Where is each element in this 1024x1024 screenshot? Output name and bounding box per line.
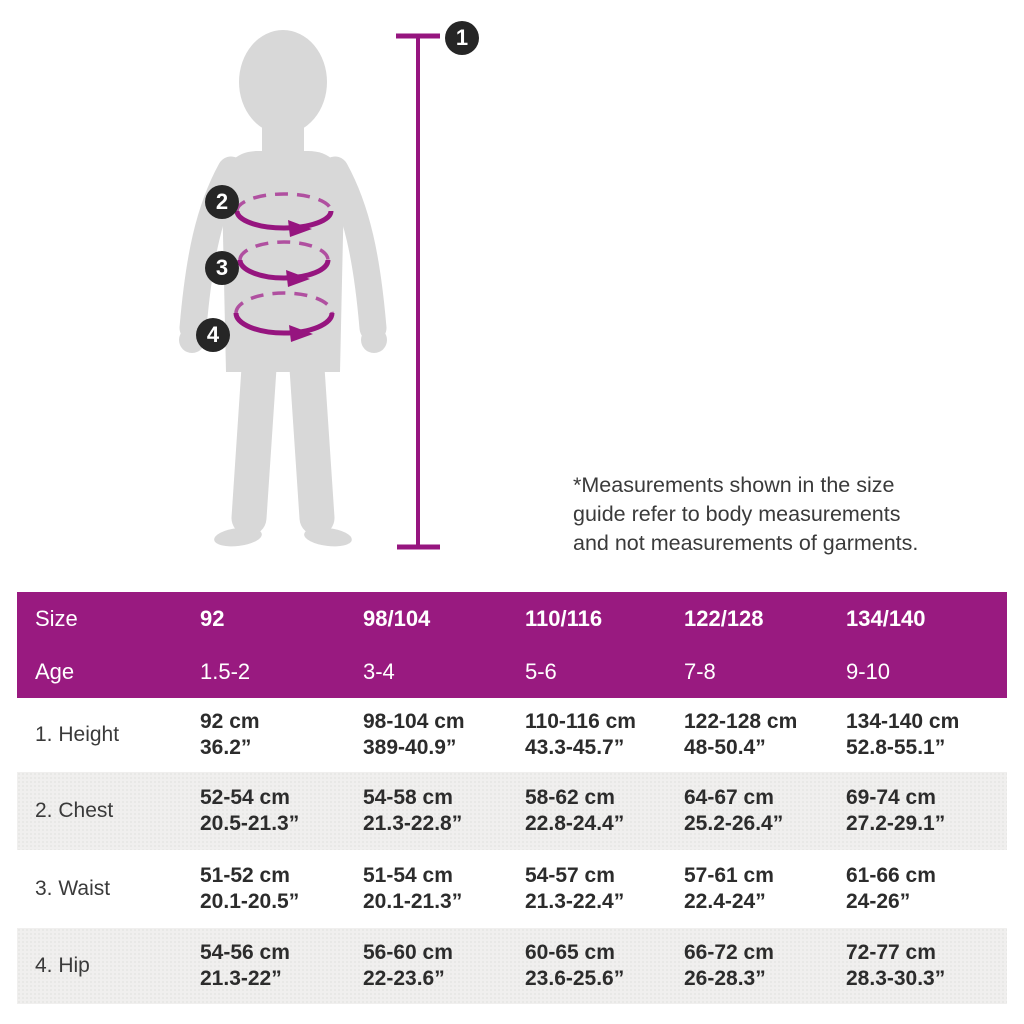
measurement-cell: 57-61 cm 22.4-24” bbox=[684, 863, 846, 915]
inch-value: 22.4-24” bbox=[684, 890, 766, 913]
measurement-diagram-graphic bbox=[179, 30, 440, 550]
age-value: 5-6 bbox=[525, 658, 557, 684]
inch-value: 48-50.4” bbox=[684, 736, 766, 759]
chest-measure-band bbox=[234, 192, 334, 237]
cm-value: 60-65 cm bbox=[525, 941, 615, 964]
cm-value: 54-57 cm bbox=[525, 864, 615, 887]
measurement-cell: 98-104 cm 389-40.9” bbox=[363, 709, 525, 761]
cm-value: 98-104 cm bbox=[363, 710, 465, 733]
inch-value: 21.3-22” bbox=[200, 967, 282, 990]
measurement-cell: 56-60 cm 22-23.6” bbox=[363, 940, 525, 992]
inch-value: 21.3-22.8” bbox=[363, 812, 463, 835]
table-row-waist: 3. Waist 51-52 cm 20.1-20.5” 51-54 cm 20… bbox=[17, 850, 1007, 928]
measurement-cell: 58-62 cm 22.8-24.4” bbox=[525, 785, 684, 837]
measurement-cell: 122-128 cm 48-50.4” bbox=[684, 709, 846, 761]
measurement-cell: 110-116 cm 43.3-45.7” bbox=[525, 709, 684, 761]
size-column-98-104: 98/104 bbox=[363, 605, 431, 631]
marker-1-height: 1 bbox=[445, 21, 479, 55]
measurement-cell: 66-72 cm 26-28.3” bbox=[684, 940, 846, 992]
age-value: 3-4 bbox=[363, 658, 395, 684]
cm-value: 58-62 cm bbox=[525, 786, 615, 809]
cm-value: 51-52 cm bbox=[200, 864, 290, 887]
cm-value: 72-77 cm bbox=[846, 941, 936, 964]
cm-value: 51-54 cm bbox=[363, 864, 453, 887]
inch-value: 20.5-21.3” bbox=[200, 812, 300, 835]
size-column-92: 92 bbox=[200, 605, 225, 631]
row-label: 3. Waist bbox=[35, 877, 111, 900]
measurement-diagram: 1 2 3 4 *Measurements shown in the size … bbox=[179, 21, 953, 558]
inch-value: 27.2-29.1” bbox=[846, 812, 946, 835]
size-header-label: Size bbox=[35, 605, 78, 631]
height-measure-line bbox=[396, 33, 440, 550]
cm-value: 69-74 cm bbox=[846, 786, 936, 809]
waist-measure-band bbox=[237, 240, 331, 287]
table-header: Size 92 98/104 110/116 122/128 134/140 A… bbox=[17, 592, 1007, 698]
cm-value: 110-116 cm bbox=[525, 710, 636, 733]
measurement-cell: 61-66 cm 24-26” bbox=[846, 863, 1007, 915]
footnote-line: and not measurements of garments. bbox=[573, 531, 919, 555]
measurement-cell: 64-67 cm 25.2-26.4” bbox=[684, 785, 846, 837]
age-value: 9-10 bbox=[846, 658, 891, 684]
measurement-cell: 92 cm 36.2” bbox=[200, 709, 363, 761]
cm-value: 134-140 cm bbox=[846, 710, 960, 733]
inch-value: 21.3-22.4” bbox=[525, 890, 625, 913]
inch-value: 22-23.6” bbox=[363, 967, 445, 990]
inch-value: 26-28.3” bbox=[684, 967, 766, 990]
cm-value: 54-58 cm bbox=[363, 786, 453, 809]
measurement-cell: 134-140 cm 52.8-55.1” bbox=[846, 709, 1007, 761]
footnote-line: *Measurements shown in the size bbox=[573, 473, 895, 497]
table-row-chest: 2. Chest 52-54 cm 20.5-21.3” 54-58 cm 21… bbox=[17, 772, 1007, 850]
size-column-122-128: 122/128 bbox=[684, 605, 764, 631]
age-value: 1.5-2 bbox=[200, 658, 251, 684]
measurement-cell: 51-52 cm 20.1-20.5” bbox=[200, 863, 363, 915]
cm-value: 64-67 cm bbox=[684, 786, 774, 809]
inch-value: 25.2-26.4” bbox=[684, 812, 784, 835]
inch-value: 52.8-55.1” bbox=[846, 736, 946, 759]
cm-value: 56-60 cm bbox=[363, 941, 453, 964]
cm-value: 57-61 cm bbox=[684, 864, 774, 887]
cm-value: 122-128 cm bbox=[684, 710, 798, 733]
size-guide-table: Size 92 98/104 110/116 122/128 134/140 A… bbox=[17, 592, 1007, 1004]
row-label: 1. Height bbox=[35, 723, 120, 746]
measurements-footnote: *Measurements shown in the size guide re… bbox=[573, 471, 953, 558]
measurement-cell: 54-57 cm 21.3-22.4” bbox=[525, 863, 684, 915]
measurement-cell: 54-56 cm 21.3-22” bbox=[200, 940, 363, 992]
inch-value: 20.1-21.3” bbox=[363, 890, 463, 913]
inch-value: 22.8-24.4” bbox=[525, 812, 625, 835]
size-column-110-116: 110/116 bbox=[525, 605, 603, 631]
footnote-line: guide refer to body measurements bbox=[573, 502, 901, 526]
row-label: 4. Hip bbox=[35, 954, 90, 977]
cm-value: 52-54 cm bbox=[200, 786, 290, 809]
cm-value: 92 cm bbox=[200, 710, 260, 733]
inch-value: 20.1-20.5” bbox=[200, 890, 300, 913]
table-row-height: 1. Height 92 cm 36.2” 98-104 cm 389-40.9… bbox=[17, 698, 1007, 772]
inch-value: 28.3-30.3” bbox=[846, 967, 946, 990]
measurement-cell: 54-58 cm 21.3-22.8” bbox=[363, 785, 525, 837]
cm-value: 61-66 cm bbox=[846, 864, 936, 887]
table-row-hip: 4. Hip 54-56 cm 21.3-22” 56-60 cm 22-23.… bbox=[17, 928, 1007, 1004]
size-column-134-140: 134/140 bbox=[846, 605, 926, 631]
measurement-cell: 51-54 cm 20.1-21.3” bbox=[363, 863, 525, 915]
marker-3-waist: 3 bbox=[205, 251, 239, 285]
inch-value: 36.2” bbox=[200, 736, 252, 759]
age-header-label: Age bbox=[35, 658, 75, 684]
hip-measure-band bbox=[233, 291, 335, 342]
inch-value: 24-26” bbox=[846, 890, 911, 913]
measurement-cell: 72-77 cm 28.3-30.3” bbox=[846, 940, 1007, 992]
cm-value: 66-72 cm bbox=[684, 941, 774, 964]
cm-value: 54-56 cm bbox=[200, 941, 290, 964]
measurement-cell: 69-74 cm 27.2-29.1” bbox=[846, 785, 1007, 837]
inch-value: 43.3-45.7” bbox=[525, 736, 625, 759]
child-silhouette-icon bbox=[179, 30, 387, 547]
inch-value: 23.6-25.6” bbox=[525, 967, 625, 990]
measurement-cell: 60-65 cm 23.6-25.6” bbox=[525, 940, 684, 992]
age-value: 7-8 bbox=[684, 658, 716, 684]
measurement-cell: 52-54 cm 20.5-21.3” bbox=[200, 785, 363, 837]
marker-2-chest: 2 bbox=[205, 185, 239, 219]
marker-4-hip: 4 bbox=[196, 318, 230, 352]
inch-value: 389-40.9” bbox=[363, 736, 457, 759]
row-label: 2. Chest bbox=[35, 799, 114, 822]
